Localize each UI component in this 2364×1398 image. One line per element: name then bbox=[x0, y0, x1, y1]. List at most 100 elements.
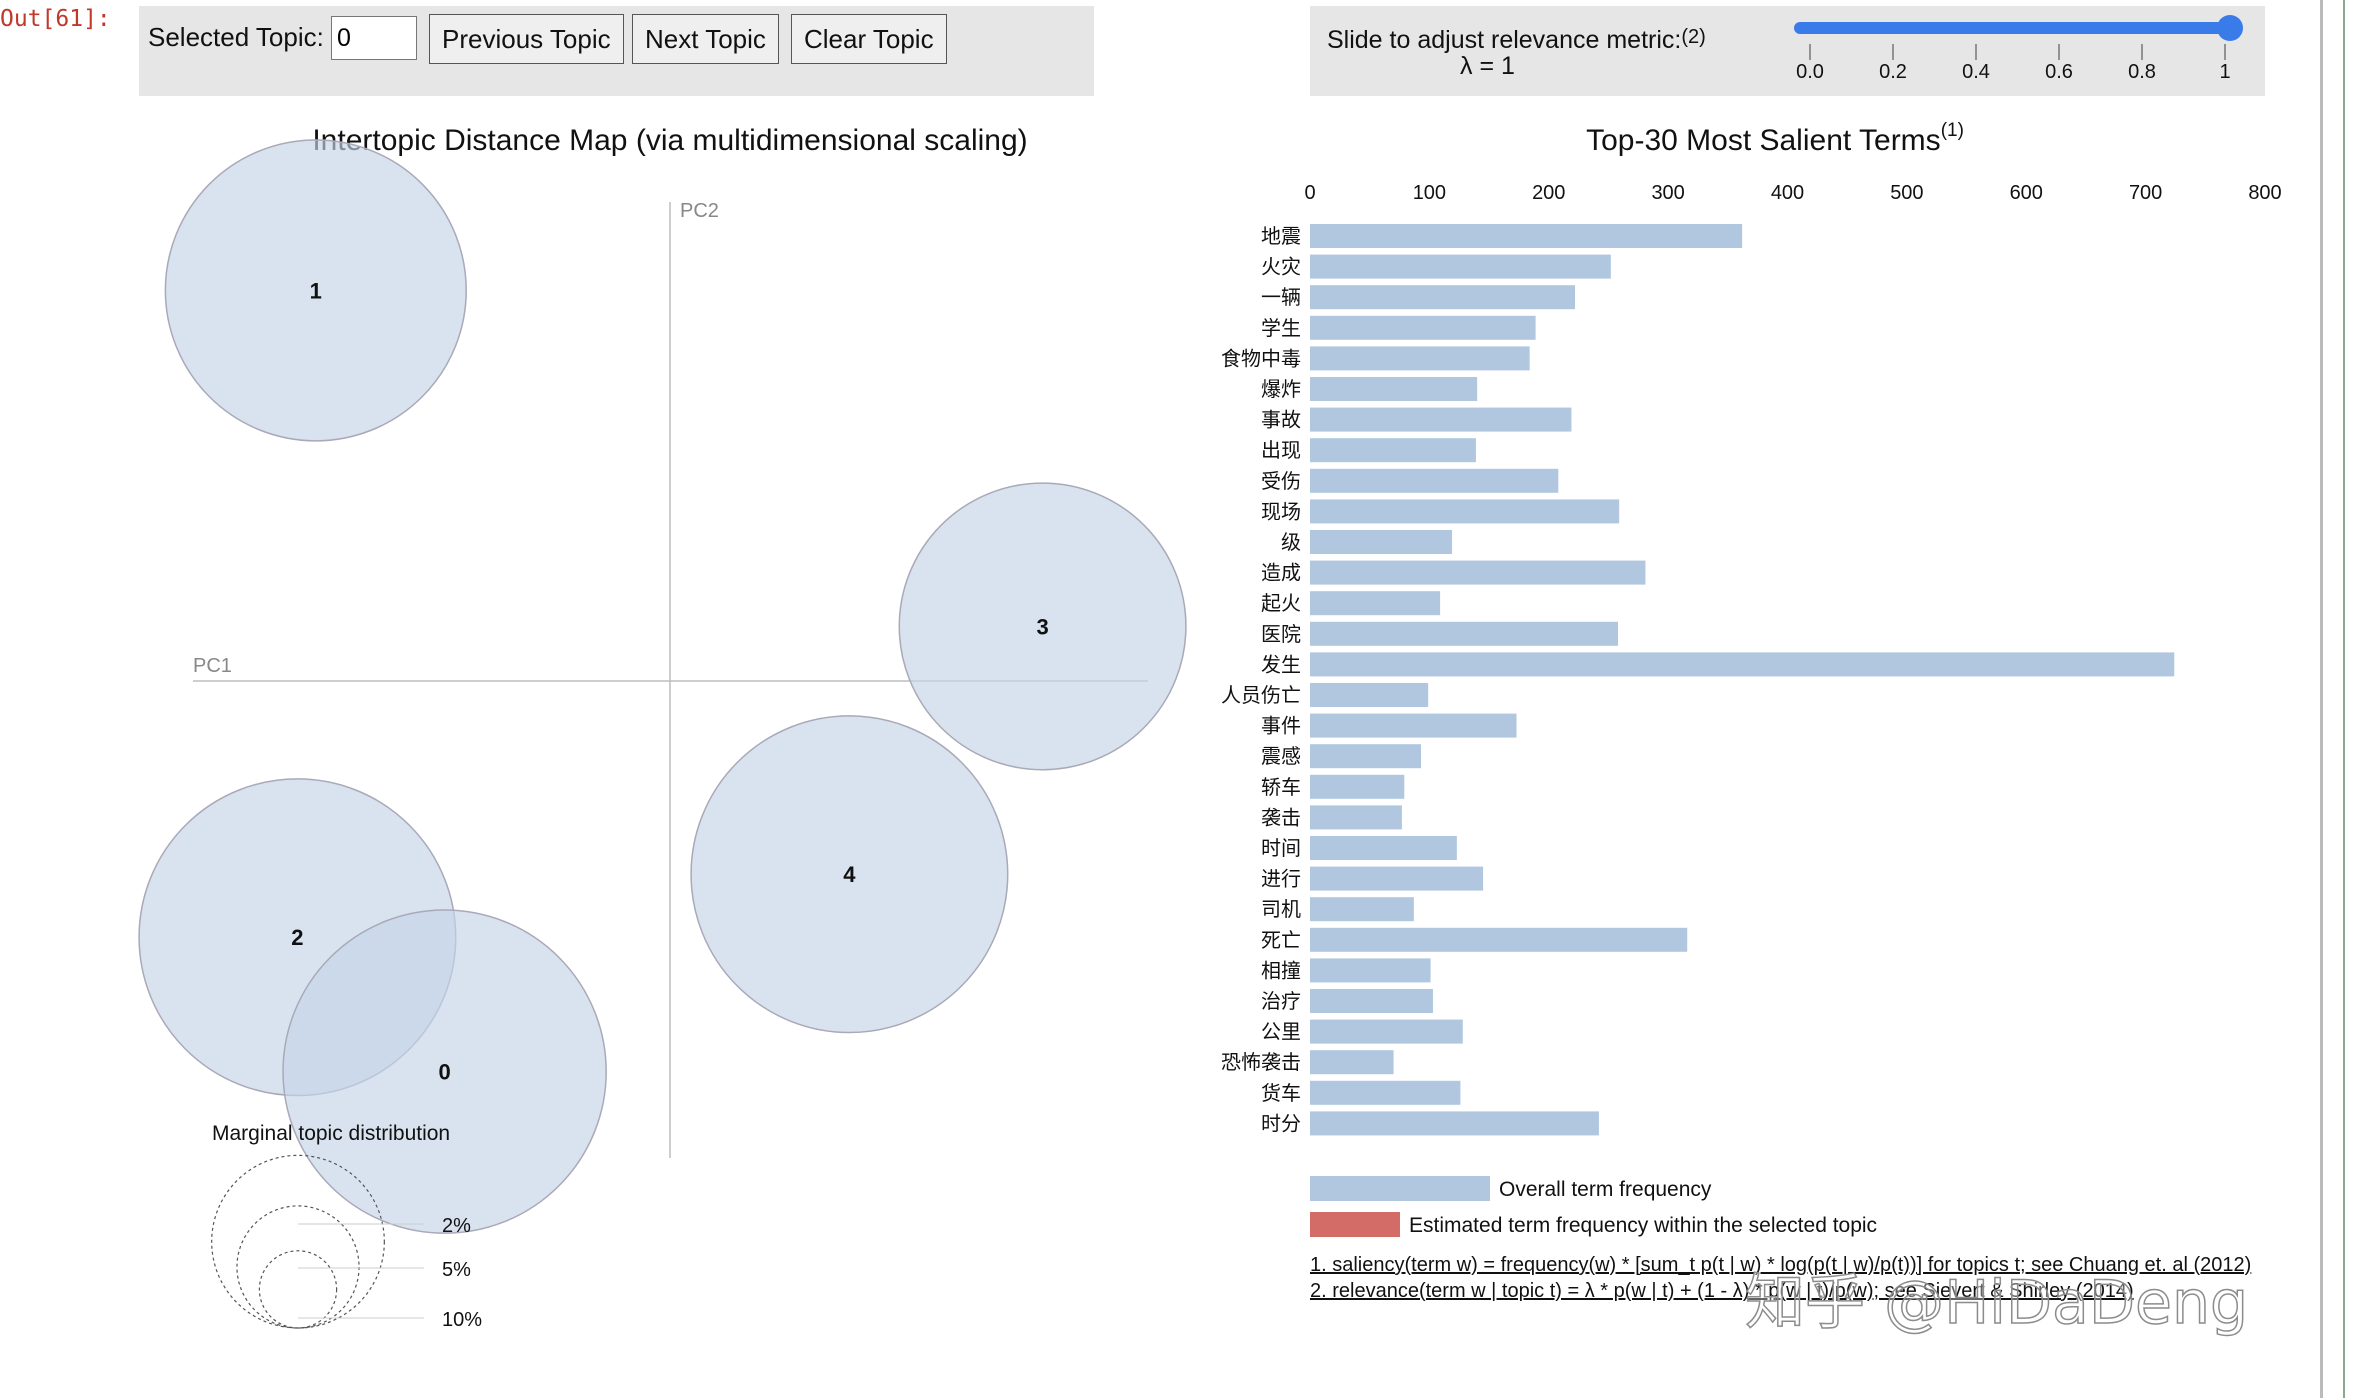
relevance-slider[interactable]: 0.0 0.2 0.4 0.6 0.8 1 bbox=[1794, 15, 2243, 83]
term-bar[interactable] bbox=[1310, 377, 1478, 401]
term-label[interactable]: 医院 bbox=[1261, 622, 1301, 646]
term-label[interactable]: 出现 bbox=[1261, 438, 1301, 462]
term-bar[interactable] bbox=[1310, 1019, 1463, 1044]
term-label[interactable]: 相撞 bbox=[1261, 958, 1301, 982]
selected-topic-input[interactable] bbox=[331, 16, 417, 60]
term-label[interactable]: 袭击 bbox=[1261, 805, 1301, 829]
term-bar[interactable] bbox=[1310, 713, 1517, 738]
topic-bubble-label-3[interactable]: 3 bbox=[1036, 614, 1048, 639]
term-bar[interactable] bbox=[1310, 805, 1402, 830]
term-bar[interactable] bbox=[1310, 927, 1688, 952]
size-legend-label: 10% bbox=[442, 1309, 482, 1331]
clear-topic-button[interactable]: Clear Topic bbox=[791, 14, 947, 64]
bar-axis-tick-label: 200 bbox=[1532, 182, 1565, 204]
term-bar[interactable] bbox=[1310, 744, 1422, 769]
cell-output-label: Out[61]: bbox=[0, 6, 111, 32]
topic-frequency-legend-swatch bbox=[1310, 1212, 1400, 1237]
term-label[interactable]: 造成 bbox=[1261, 561, 1301, 585]
topic-bubble-label-1[interactable]: 1 bbox=[310, 278, 322, 303]
term-bar[interactable] bbox=[1310, 499, 1620, 524]
term-label[interactable]: 地震 bbox=[1261, 224, 1301, 248]
term-bar[interactable] bbox=[1310, 774, 1405, 799]
term-bar[interactable] bbox=[1310, 315, 1536, 340]
term-label[interactable]: 起火 bbox=[1261, 591, 1301, 615]
term-bar[interactable] bbox=[1310, 989, 1433, 1013]
salient-terms-title: Top-30 Most Salient Terms(1) bbox=[1586, 120, 1964, 157]
term-bar[interactable] bbox=[1310, 254, 1611, 279]
term-label[interactable]: 受伤 bbox=[1261, 469, 1301, 493]
bar-axis-tick-label: 0 bbox=[1304, 182, 1315, 204]
term-bar[interactable] bbox=[1310, 438, 1476, 463]
term-bar[interactable] bbox=[1310, 468, 1559, 493]
term-label[interactable]: 级 bbox=[1281, 530, 1301, 554]
size-legend-label: 5% bbox=[442, 1259, 471, 1281]
term-label[interactable]: 公里 bbox=[1261, 1020, 1301, 1044]
topic-bubble-label-2[interactable]: 2 bbox=[291, 925, 303, 950]
term-label[interactable]: 事故 bbox=[1261, 408, 1301, 432]
relevance-footnote-mark: (2) bbox=[1681, 26, 1706, 48]
term-bar[interactable] bbox=[1310, 346, 1530, 371]
term-bar[interactable] bbox=[1310, 1111, 1599, 1136]
term-label[interactable]: 爆炸 bbox=[1261, 377, 1301, 401]
slider-thumb[interactable] bbox=[2217, 15, 2243, 41]
term-bar[interactable] bbox=[1310, 958, 1431, 983]
topic-bubble-1[interactable] bbox=[164, 139, 467, 442]
topic-bubble-label-0[interactable]: 0 bbox=[438, 1060, 450, 1085]
term-bar[interactable] bbox=[1310, 621, 1618, 646]
lambda-value-label: λ = 1 bbox=[1460, 52, 1515, 80]
term-label[interactable]: 时间 bbox=[1261, 836, 1301, 860]
term-label[interactable]: 时分 bbox=[1261, 1111, 1301, 1135]
term-bar[interactable] bbox=[1310, 897, 1414, 922]
term-label[interactable]: 货车 bbox=[1261, 1081, 1301, 1105]
term-bar[interactable] bbox=[1310, 652, 2175, 677]
bar-axis-tick-label: 700 bbox=[2129, 182, 2162, 204]
term-label[interactable]: 发生 bbox=[1261, 652, 1301, 676]
previous-topic-button[interactable]: Previous Topic bbox=[429, 14, 624, 64]
term-label[interactable]: 司机 bbox=[1261, 897, 1301, 921]
pc2-axis-label: PC2 bbox=[680, 200, 719, 222]
selected-topic-label: Selected Topic: bbox=[148, 22, 324, 52]
term-label[interactable]: 治疗 bbox=[1261, 989, 1301, 1013]
term-label[interactable]: 一辆 bbox=[1261, 285, 1301, 309]
term-label[interactable]: 事件 bbox=[1261, 714, 1301, 738]
term-label[interactable]: 食物中毒 bbox=[1221, 346, 1301, 370]
topic-bubble-4[interactable] bbox=[690, 715, 1009, 1034]
term-bar[interactable] bbox=[1310, 836, 1457, 860]
term-label[interactable]: 火灾 bbox=[1261, 255, 1301, 279]
term-label[interactable]: 震感 bbox=[1261, 744, 1301, 768]
term-bar[interactable] bbox=[1310, 591, 1441, 616]
size-legend-label: 2% bbox=[442, 1215, 471, 1237]
size-legend-circle bbox=[258, 1250, 338, 1329]
term-label[interactable]: 恐怖袭击 bbox=[1221, 1050, 1301, 1074]
topic-bubble-label-4[interactable]: 4 bbox=[843, 862, 856, 887]
term-bar[interactable] bbox=[1310, 530, 1453, 554]
term-bar[interactable] bbox=[1310, 560, 1646, 585]
size-legend-circle bbox=[211, 1154, 385, 1329]
topic-bubble-3[interactable] bbox=[898, 482, 1187, 771]
term-label[interactable]: 进行 bbox=[1261, 867, 1301, 891]
next-topic-button[interactable]: Next Topic bbox=[632, 14, 779, 64]
term-bar[interactable] bbox=[1310, 285, 1576, 310]
saliency-footnote[interactable]: 1. saliency(term w) = frequency(w) * [su… bbox=[1310, 1254, 2251, 1276]
slider-tick-label: 0.0 bbox=[1796, 61, 1824, 83]
term-bar[interactable] bbox=[1310, 407, 1572, 432]
term-label[interactable]: 死亡 bbox=[1261, 928, 1301, 952]
term-bar[interactable] bbox=[1310, 866, 1484, 891]
term-bar[interactable] bbox=[1310, 224, 1743, 248]
term-bar[interactable] bbox=[1310, 1080, 1461, 1105]
term-label[interactable]: 现场 bbox=[1261, 499, 1301, 523]
saliency-footnote-link[interactable]: 1. saliency(term w) = frequency(w) * [su… bbox=[1310, 1254, 2251, 1276]
topic-bubble-0[interactable] bbox=[282, 909, 607, 1234]
overall-frequency-legend-swatch bbox=[1310, 1176, 1490, 1201]
term-label[interactable]: 学生 bbox=[1261, 316, 1301, 340]
term-bar[interactable] bbox=[1310, 683, 1429, 707]
relevance-footnote-link[interactable]: 2. relevance(term w | topic t) = λ * p(w… bbox=[1310, 1280, 2134, 1302]
relevance-footnote[interactable]: 2. relevance(term w | topic t) = λ * p(w… bbox=[1310, 1280, 2134, 1302]
topic-frequency-legend-label: Estimated term frequency within the sele… bbox=[1409, 1214, 1877, 1237]
bar-axis-tick-label: 600 bbox=[2010, 182, 2043, 204]
term-label[interactable]: 人员伤亡 bbox=[1221, 683, 1301, 707]
term-label[interactable]: 轿车 bbox=[1261, 775, 1301, 799]
term-bar[interactable] bbox=[1310, 1050, 1394, 1075]
zhihu-watermark: 知乎 @HiDaDeng bbox=[1745, 1268, 2248, 1338]
